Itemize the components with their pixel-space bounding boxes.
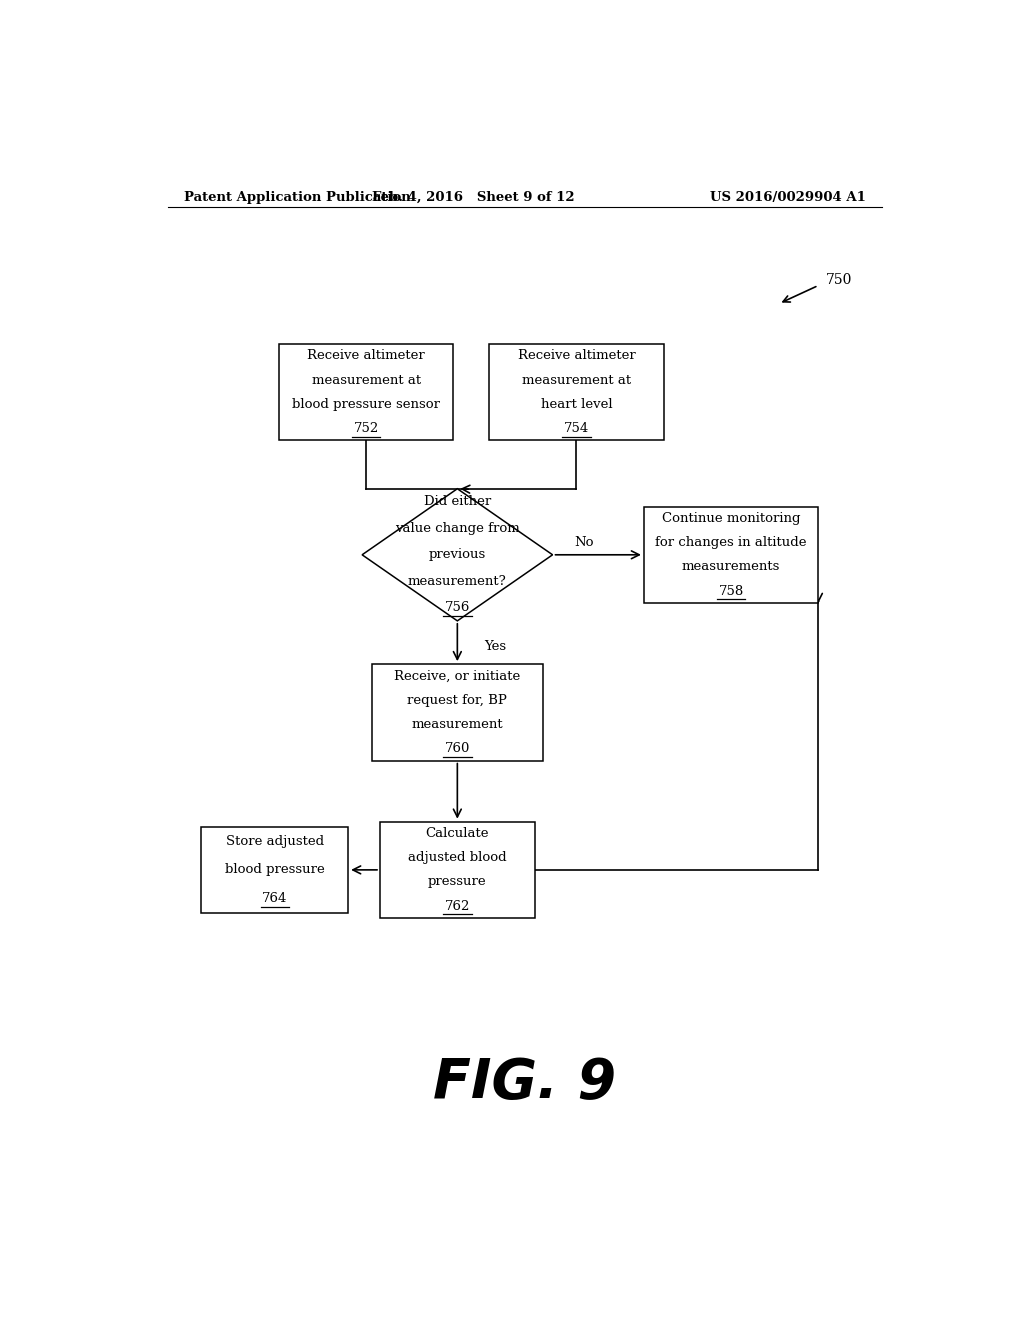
Text: pressure: pressure <box>428 875 486 888</box>
Text: Patent Application Publication: Patent Application Publication <box>183 190 411 203</box>
Text: Yes: Yes <box>484 640 507 653</box>
Text: measurements: measurements <box>682 561 780 573</box>
Polygon shape <box>644 507 818 603</box>
Text: request for, BP: request for, BP <box>408 694 507 706</box>
Text: blood pressure: blood pressure <box>225 863 325 876</box>
Text: US 2016/0029904 A1: US 2016/0029904 A1 <box>711 190 866 203</box>
Text: Receive altimeter: Receive altimeter <box>307 350 425 363</box>
Text: 752: 752 <box>353 422 379 434</box>
Text: 750: 750 <box>826 273 853 288</box>
Polygon shape <box>380 821 535 919</box>
Text: Feb. 4, 2016   Sheet 9 of 12: Feb. 4, 2016 Sheet 9 of 12 <box>372 190 574 203</box>
Polygon shape <box>362 488 553 620</box>
Text: Continue monitoring: Continue monitoring <box>662 512 801 525</box>
Text: previous: previous <box>429 548 486 561</box>
Text: blood pressure sensor: blood pressure sensor <box>292 397 440 411</box>
Text: measurement?: measurement? <box>408 574 507 587</box>
Text: 764: 764 <box>262 892 288 906</box>
Text: No: No <box>574 536 594 549</box>
Text: 760: 760 <box>444 742 470 755</box>
Text: 756: 756 <box>444 601 470 614</box>
Text: 754: 754 <box>564 422 589 434</box>
Text: Store adjusted: Store adjusted <box>225 834 324 847</box>
Text: Receive, or initiate: Receive, or initiate <box>394 669 520 682</box>
Text: Calculate: Calculate <box>426 828 489 840</box>
Text: 758: 758 <box>719 585 743 598</box>
Text: value change from: value change from <box>395 521 520 535</box>
Text: FIG. 9: FIG. 9 <box>433 1056 616 1110</box>
Text: measurement at: measurement at <box>522 374 631 387</box>
Text: measurement at: measurement at <box>311 374 421 387</box>
Text: Receive altimeter: Receive altimeter <box>517 350 635 363</box>
Text: for changes in altitude: for changes in altitude <box>655 536 807 549</box>
Text: measurement: measurement <box>412 718 503 731</box>
Text: heart level: heart level <box>541 397 612 411</box>
Polygon shape <box>279 345 454 441</box>
Text: 762: 762 <box>444 900 470 912</box>
Polygon shape <box>202 826 348 913</box>
Text: Did either: Did either <box>424 495 490 508</box>
Polygon shape <box>372 664 543 760</box>
Text: adjusted blood: adjusted blood <box>408 851 507 865</box>
Polygon shape <box>489 345 664 441</box>
